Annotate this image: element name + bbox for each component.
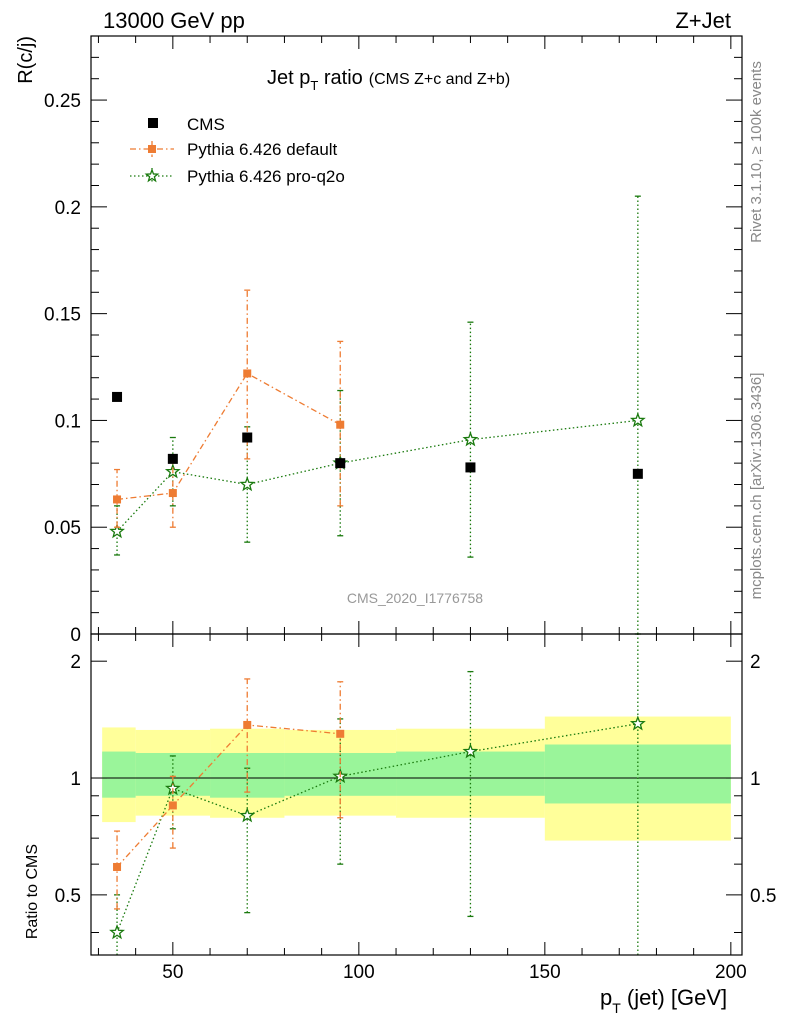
header-right: Z+Jet (675, 8, 731, 33)
main-title-rest: ratio (318, 67, 362, 89)
ratio-proq2o-marker-4 (462, 743, 479, 759)
main-y-tick-label-3: 0.15 (44, 305, 81, 326)
x-tick-label-100: 100 (343, 962, 375, 983)
x-tick-label-150: 150 (529, 962, 561, 983)
ratio-proq2o-line (116, 723, 638, 933)
ratio-default-line (116, 724, 341, 868)
ratio-frame (90, 633, 743, 956)
x-tick-label-200: 200 (715, 962, 747, 983)
legend-default-label: Pythia 6.426 default (187, 140, 338, 159)
main-proq2o-marker-2 (239, 476, 256, 492)
main-proq2o-line (116, 419, 638, 532)
main-y-label: R(c/j) (15, 36, 37, 84)
ratio-y-tick-label-left-1: 1 (70, 769, 81, 790)
main-panel: 0 0.05 0.1 0.15 0.2 0.25 (44, 35, 743, 646)
legend-default-marker (148, 145, 156, 153)
ratio-band-inner-4 (396, 751, 545, 796)
ratio-default-marker-2 (243, 720, 252, 729)
main-title: Jet pT ratio (CMS Z+c and Z+b) (267, 67, 510, 93)
ratio-default-marker-1 (168, 801, 177, 810)
ratio-y-tick-label-right-1: 1 (750, 769, 761, 790)
x-label-rest: (jet) [GeV] (621, 985, 727, 1010)
analysis-watermark: CMS_2020_I1776758 (347, 590, 483, 606)
ratio-y-tick-label-left-0: 0.5 (55, 886, 81, 907)
main-cms-marker-3 (335, 458, 346, 469)
ratio-y-tick-label-left-2: 2 (70, 652, 81, 673)
header-left: 13000 GeV pp (103, 8, 245, 33)
ratio-band-inner-0 (102, 751, 136, 798)
main-proq2o-marker-5 (629, 412, 646, 428)
main-title-small: (CMS Z+c and Z+b) (369, 71, 510, 88)
main-y-tick-label-2: 0.1 (55, 411, 81, 432)
main-cms-marker-1 (167, 453, 178, 464)
ratio-proq2o-marker-2 (239, 807, 256, 823)
main-cms-marker-0 (112, 391, 123, 402)
ratio-y-tick-label-right-0: 0.5 (750, 886, 776, 907)
main-default-marker-2 (243, 369, 252, 378)
legend-proq2o-label: Pythia 6.426 pro-q2o (187, 167, 345, 186)
x-tick-label-50: 50 (162, 962, 183, 983)
legend-cms-marker (148, 118, 158, 128)
ratio-panel: 50 100 150 200 0.5 0.5 1 1 2 2 (55, 633, 776, 983)
main-proq2o-marker-4 (462, 431, 479, 447)
rivet-label: Rivet 3.1.10, ≥ 100k events (748, 61, 765, 243)
ratio-proq2o-marker-0 (109, 924, 125, 940)
main-title-sub: T (310, 78, 318, 93)
main-y-tick-label-0: 0 (70, 625, 81, 646)
main-default-marker-1 (168, 489, 177, 498)
mcplots-label: mcplots.cern.ch [arXiv:1306.3436] (748, 373, 765, 600)
main-default-marker-0 (113, 495, 122, 504)
x-label-sub: T (612, 1000, 621, 1016)
main-default-line (116, 372, 341, 501)
main-cms-marker-4 (465, 462, 476, 473)
main-y-tick-label-5: 0.25 (44, 91, 81, 112)
main-cms-marker-5 (632, 468, 643, 479)
ratio-default-marker-3 (336, 729, 345, 738)
legend-cms-label: CMS (187, 115, 225, 134)
main-title-text: Jet p (267, 67, 310, 89)
main-cms-marker-2 (242, 432, 253, 443)
ratio-y-label: Ratio to CMS (24, 844, 41, 939)
ratio-proq2o-marker-5 (629, 715, 646, 731)
legend-proq2o-marker (144, 168, 160, 183)
x-axis-label: pT (jet) [GeV] (600, 985, 727, 1016)
legend: CMS Pythia 6.426 default Pythia 6.426 pr… (130, 115, 345, 186)
main-y-tick-label-4: 0.2 (55, 198, 81, 219)
ratio-y-tick-label-right-2: 2 (750, 652, 761, 673)
ratio-default-marker-0 (113, 862, 122, 871)
main-default-marker-3 (336, 420, 345, 429)
main-y-tick-label-1: 0.05 (44, 518, 81, 539)
main-proq2o-marker-0 (109, 523, 125, 539)
x-label-main: p (600, 985, 612, 1010)
